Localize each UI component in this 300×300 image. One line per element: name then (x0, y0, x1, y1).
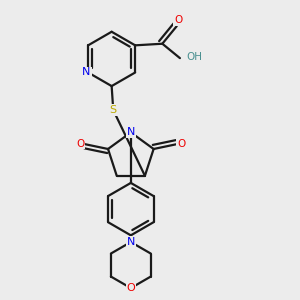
Text: O: O (76, 139, 84, 148)
Text: S: S (110, 105, 117, 115)
Text: OH: OH (186, 52, 202, 62)
Text: O: O (126, 283, 135, 293)
Text: O: O (177, 139, 186, 148)
Text: N: N (127, 237, 135, 247)
Text: O: O (174, 15, 182, 26)
Text: N: N (127, 128, 135, 137)
Text: N: N (82, 68, 91, 77)
